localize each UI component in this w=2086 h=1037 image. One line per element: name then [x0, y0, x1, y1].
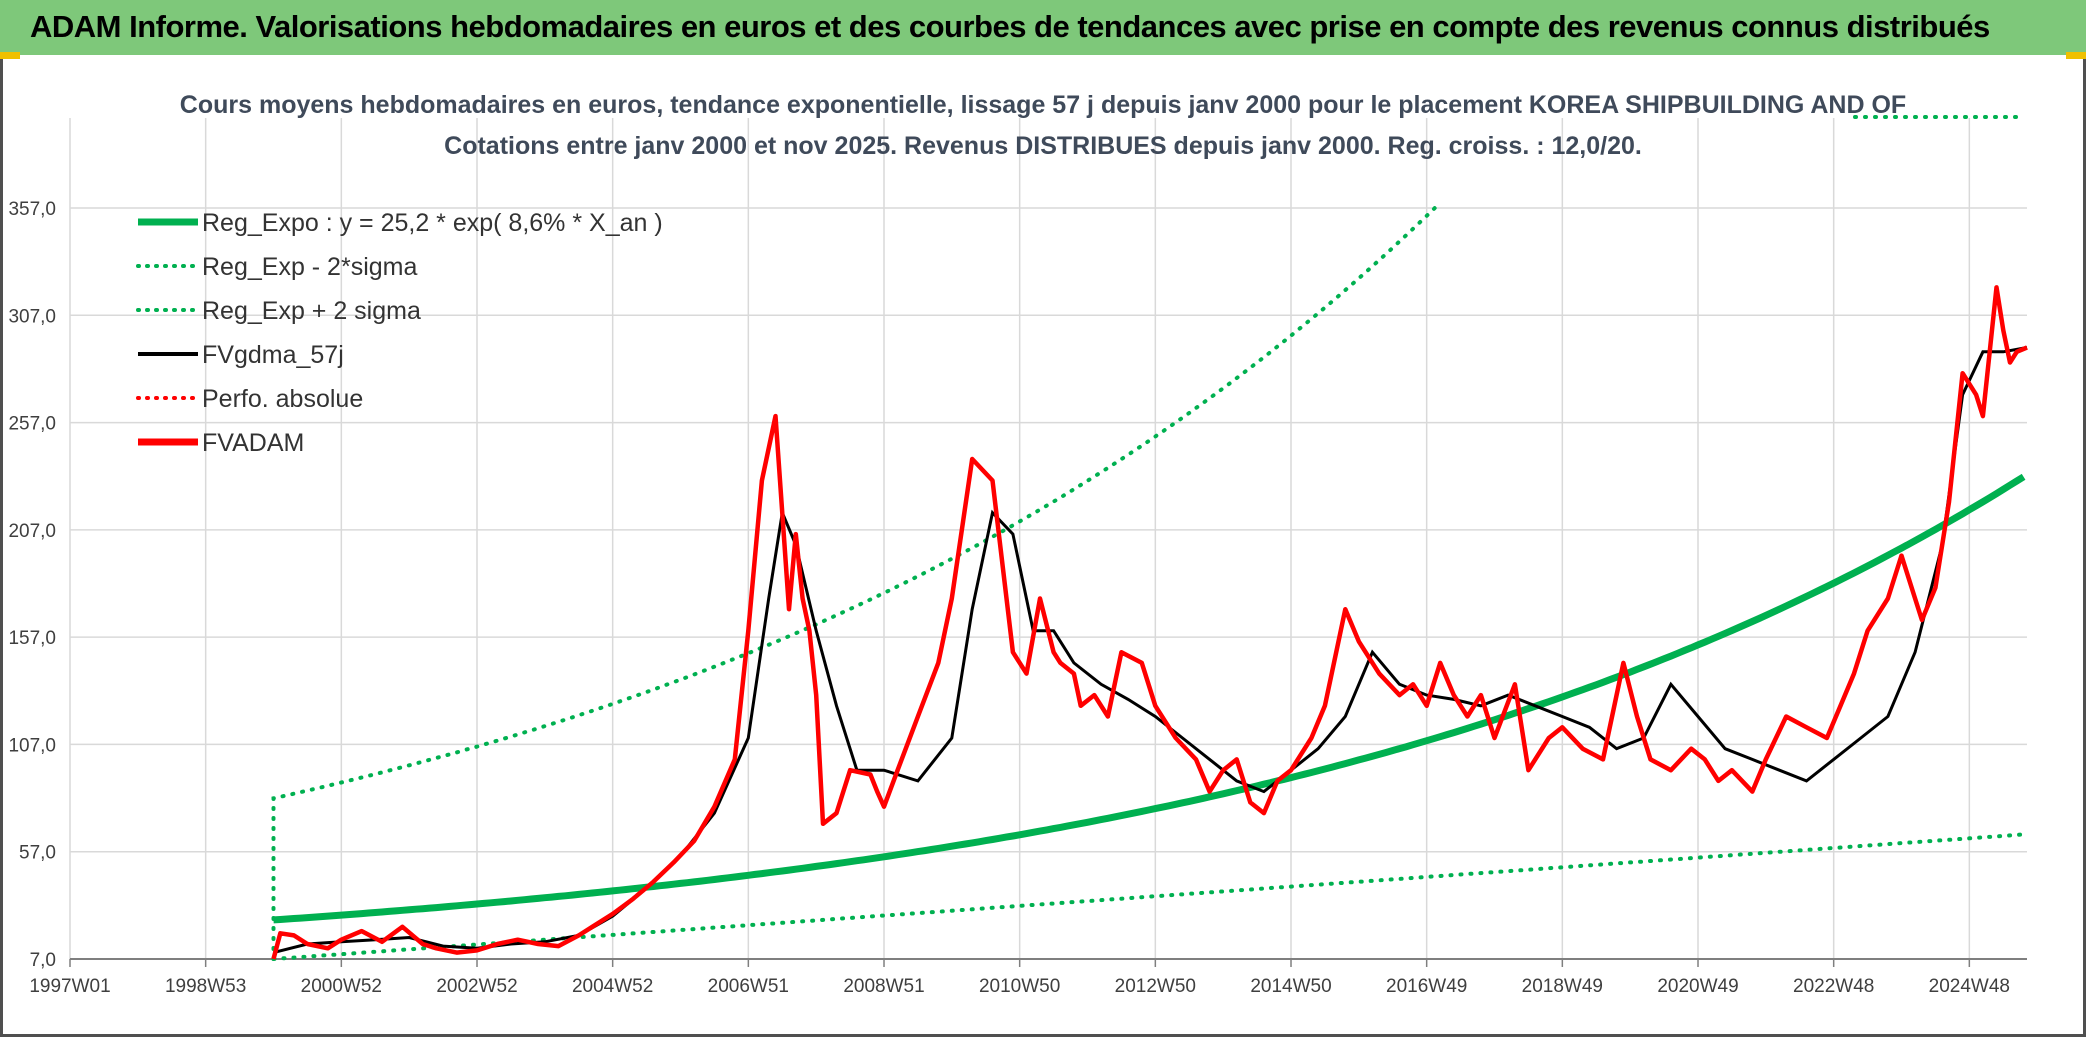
x-tick-label: 2016W49 — [1386, 976, 1467, 997]
legend-label: Reg_Expo : y = 25,2 * exp( 8,6% * X_an ) — [202, 209, 663, 237]
legend-label: Reg_Exp + 2 sigma — [202, 297, 421, 325]
x-tick-label: 2010W50 — [979, 976, 1060, 997]
y-tick-label: 107,0 — [8, 735, 56, 756]
fvadam-line — [271, 285, 2028, 960]
corner-accent-right — [2066, 52, 2086, 59]
y-tick-label: 307,0 — [8, 306, 56, 327]
legend-label: FVgdma_57j — [202, 341, 344, 369]
grid — [69, 118, 2027, 960]
y-tick-label: 207,0 — [8, 521, 56, 542]
legend-label: Perfo. absolue — [202, 385, 363, 413]
legend: Reg_Expo : y = 25,2 * exp( 8,6% * X_an )… — [136, 209, 663, 457]
x-tick-label: 2014W50 — [1250, 976, 1331, 997]
report-title: ADAM Informe. Valorisations hebdomadaire… — [30, 9, 1990, 44]
x-tick-label: 2004W52 — [572, 976, 653, 997]
reg-exp-plus-2sigma-line — [271, 200, 1443, 961]
x-tick-label: 2000W52 — [301, 976, 382, 997]
x-tick-label: 2018W49 — [1522, 976, 1603, 997]
x-tick-label: 2012W50 — [1115, 976, 1196, 997]
x-tick-label: 1998W53 — [165, 976, 246, 997]
chart-title: Cours moyens hebdomadaires en euros, ten… — [180, 91, 1906, 119]
x-tick-label: 2024W48 — [1929, 976, 2010, 997]
x-tick-label: 2020W49 — [1657, 976, 1738, 997]
x-tick-label: 2002W52 — [436, 976, 517, 997]
chart-subtitle: Cotations entre janv 2000 et nov 2025. R… — [444, 132, 1642, 160]
axes: 357,0 307,0 257,0 207,0 157,0 107,0 57,0 7,0 199… — [8, 199, 2027, 997]
reg-expo-line — [273, 473, 2026, 924]
corner-accent-left — [0, 52, 20, 59]
report-header: ADAM Informe. Valorisations hebdomadaire… — [0, 0, 2086, 55]
legend-label: FVADAM — [202, 429, 304, 457]
y-tick-label: 357,0 — [8, 199, 56, 220]
x-tick-label: 2022W48 — [1793, 976, 1874, 997]
y-tick-label: 57,0 — [19, 843, 56, 864]
legend-label: Reg_Exp - 2*sigma — [202, 253, 417, 281]
series — [271, 115, 2028, 961]
x-tick-label: 2008W51 — [843, 976, 924, 997]
x-tick-label: 1997W01 — [29, 976, 110, 997]
y-tick-label: 257,0 — [8, 414, 56, 435]
x-tick-label: 2006W51 — [708, 976, 789, 997]
y-tick-label: 7,0 — [30, 950, 56, 971]
fvgdma-57j-line — [273, 346, 2028, 955]
y-tick-label: 157,0 — [8, 628, 56, 649]
